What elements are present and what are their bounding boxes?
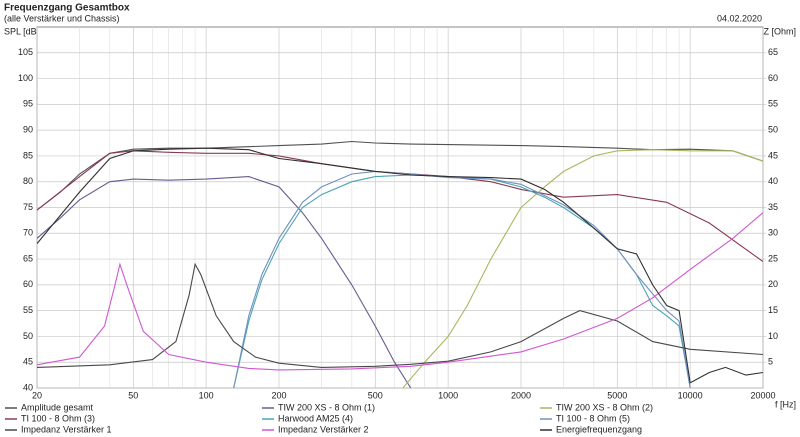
chart-date: 04.02.2020	[717, 13, 762, 23]
y-tick-label: 50	[23, 331, 33, 341]
y2-axis-label: Z [Ohm]	[763, 26, 796, 36]
legend-label: Impedanz Verstärker 1	[21, 424, 112, 434]
y-tick-label: 85	[23, 150, 33, 160]
chart-title: Frequenzgang Gesamtbox	[4, 3, 130, 14]
x-tick-label: 200	[271, 390, 286, 400]
legend-label: Amplitude gesamt	[21, 402, 94, 412]
legend-label: TIW 200 XS - 8 Ohm (2)	[556, 402, 653, 412]
legend-label: TI 100 - 8 Ohm (5)	[556, 413, 630, 423]
series-line	[37, 262, 763, 368]
legend-label: TIW 200 XS - 8 Ohm (1)	[278, 402, 375, 412]
y-tick-label: 95	[23, 99, 33, 109]
y-tick-label: 55	[23, 305, 33, 315]
y2-tick-label: 5	[768, 357, 773, 367]
y-tick-label: 90	[23, 125, 33, 135]
y2-tick-label: 20	[768, 279, 778, 289]
series-line	[37, 176, 412, 388]
legend-label: Harwood AM25 (4)	[278, 413, 353, 423]
y2-tick-label: 35	[768, 202, 778, 212]
series-group	[37, 140, 763, 388]
x-tick-label: 500	[368, 390, 383, 400]
x-tick-label: 20000	[750, 390, 775, 400]
y-tick-label: 80	[23, 176, 33, 186]
y-tick-label: 40	[23, 382, 33, 392]
legend-label: Energiefrequenzgang	[556, 424, 642, 434]
series-line	[233, 170, 691, 388]
y2-tick-label: 45	[768, 150, 778, 160]
y-tick-label: 75	[23, 202, 33, 212]
x-tick-label: 10000	[678, 390, 703, 400]
y2-tick-label: 25	[768, 253, 778, 263]
y-axis-label: SPL [dB]	[4, 26, 39, 36]
y2-tick-label: 30	[768, 228, 778, 238]
y2-tick-label: 10	[768, 331, 778, 341]
y2-tick-label: 40	[768, 176, 778, 186]
y2-tick-label: 55	[768, 99, 778, 109]
x-tick-label: 50	[128, 390, 138, 400]
y2-tick-label: 60	[768, 73, 778, 83]
legend-label: TI 100 - 8 Ohm (3)	[21, 413, 95, 423]
y2-tick-label: 50	[768, 125, 778, 135]
series-line	[37, 212, 763, 371]
series-line	[37, 147, 763, 384]
y2-tick-label: 15	[768, 305, 778, 315]
y-tick-label: 100	[18, 73, 33, 83]
y2-tick-label: 65	[768, 47, 778, 57]
x-axis-label: f [Hz]	[775, 399, 796, 409]
y-tick-label: 105	[18, 47, 33, 57]
y-tick-label: 65	[23, 253, 33, 263]
x-tick-label: 1000	[438, 390, 458, 400]
chart-subtitle: (alle Verstärker und Chassis)	[4, 13, 120, 23]
x-tick-label: 20	[32, 390, 42, 400]
series-line	[402, 149, 763, 388]
x-tick-label: 100	[199, 390, 214, 400]
x-tick-label: 5000	[607, 390, 627, 400]
y-tick-label: 60	[23, 279, 33, 289]
y-tick-label: 70	[23, 228, 33, 238]
x-tick-label: 2000	[511, 390, 531, 400]
legend-label: Impedanz Verstärker 2	[278, 424, 369, 434]
y-tick-label: 45	[23, 357, 33, 367]
